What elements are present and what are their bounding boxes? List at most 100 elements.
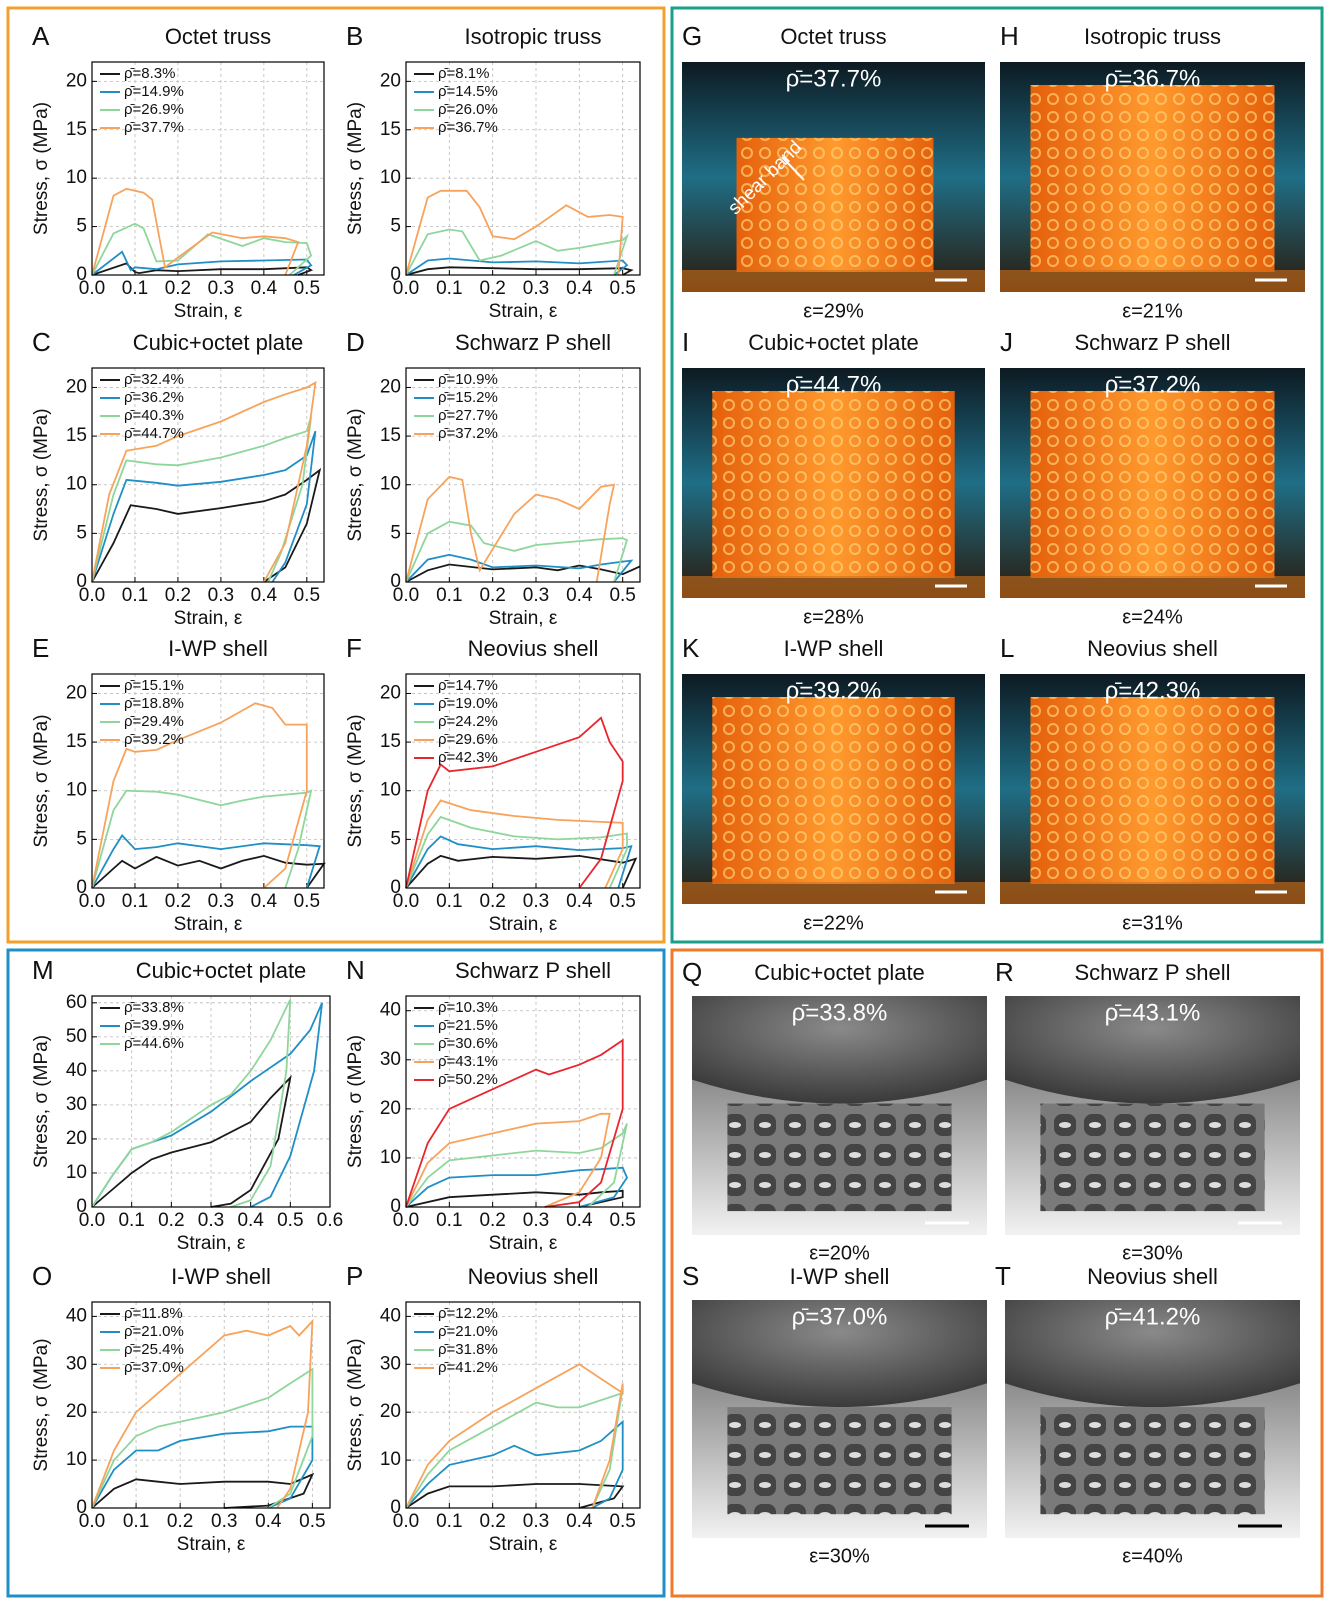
x-tick-label: 0.0 — [79, 1210, 105, 1231]
y-tick-label: 30 — [66, 1094, 87, 1115]
y-tick-label: 5 — [390, 828, 401, 849]
x-axis-label: Strain, ε — [489, 608, 558, 629]
x-tick-label: 0.1 — [436, 891, 462, 912]
y-tick-label: 40 — [66, 1305, 87, 1326]
x-tick-label: 0.5 — [299, 1511, 325, 1532]
legend-label: ρ̄=37.7% — [124, 119, 184, 136]
x-tick-label: 0.3 — [211, 1511, 237, 1532]
x-tick-label: 0.4 — [237, 1210, 264, 1231]
image-title: I-WP shell — [784, 636, 884, 661]
x-tick-label: 0.1 — [123, 1511, 149, 1532]
legend-label: ρ̄=36.7% — [438, 119, 498, 136]
x-axis-label: Strain, ε — [174, 301, 243, 322]
data-line — [92, 470, 320, 582]
x-tick-label: 0.0 — [393, 1210, 419, 1231]
y-tick-label: 5 — [390, 522, 401, 543]
x-tick-label: 0.3 — [208, 278, 234, 299]
x-tick-label: 0.0 — [393, 585, 419, 606]
legend-label: ρ̄=10.9% — [438, 371, 498, 388]
image-title: Schwarz P shell — [1074, 330, 1230, 355]
data-line — [92, 1427, 312, 1508]
panel-letter: R — [995, 957, 1014, 987]
x-tick-label: 0.4 — [566, 278, 593, 299]
y-tick-label: 30 — [380, 1049, 401, 1070]
chart-title: Isotropic truss — [465, 24, 602, 49]
panel-letter: L — [1000, 633, 1014, 663]
legend-label: ρ̄=15.1% — [124, 677, 184, 694]
legend-label: ρ̄=50.2% — [438, 1071, 498, 1088]
panel-letter: N — [346, 955, 365, 985]
image-title: Octet truss — [780, 24, 886, 49]
image-title: I-WP shell — [790, 1264, 890, 1289]
legend-label: ρ̄=36.2% — [124, 389, 184, 406]
x-tick-label: 0.1 — [122, 278, 148, 299]
panel-letter: J — [1000, 327, 1013, 357]
panel-letter: F — [346, 633, 362, 663]
x-tick-label: 0.4 — [251, 891, 278, 912]
x-axis-label: Strain, ε — [177, 1534, 246, 1555]
lattice-pattern — [1031, 391, 1275, 578]
x-tick-label: 0.1 — [436, 585, 462, 606]
chart-title: Cubic+octet plate — [136, 958, 307, 983]
y-tick-label: 15 — [66, 425, 87, 446]
y-tick-label: 50 — [66, 1026, 87, 1047]
strain-label: ε=40% — [1122, 1545, 1183, 1567]
y-axis-label: Stress, σ (MPa) — [31, 408, 52, 541]
y-tick-label: 10 — [380, 1147, 401, 1168]
legend-label: ρ̄=41.2% — [438, 1359, 498, 1376]
panel-letter: K — [682, 633, 700, 663]
y-tick-label: 20 — [380, 376, 401, 397]
y-tick-label: 15 — [380, 119, 401, 140]
x-tick-label: 0.2 — [165, 278, 191, 299]
y-tick-label: 40 — [380, 1305, 401, 1326]
lattice-sample — [1040, 1407, 1264, 1514]
y-tick-label: 10 — [66, 1449, 87, 1470]
legend-label: ρ̄=37.2% — [438, 425, 498, 442]
lattice-sample — [1040, 1104, 1264, 1212]
y-tick-label: 10 — [380, 1449, 401, 1470]
lattice-sample — [727, 1407, 951, 1514]
x-axis-label: Strain, ε — [177, 1233, 246, 1254]
x-tick-label: 0.5 — [294, 585, 320, 606]
y-tick-label: 10 — [380, 474, 401, 495]
density-label: ρ̄=33.8% — [792, 999, 888, 1026]
x-tick-label: 0.2 — [158, 1210, 184, 1231]
data-line — [92, 1078, 290, 1207]
image-title: Cubic+octet plate — [754, 960, 925, 985]
data-line — [406, 1124, 627, 1207]
x-tick-label: 0.3 — [523, 1511, 549, 1532]
x-tick-label: 0.2 — [165, 891, 191, 912]
legend-label: ρ̄=42.3% — [438, 749, 498, 766]
legend-label: ρ̄=15.2% — [438, 389, 498, 406]
density-label: ρ̄=42.3% — [1105, 677, 1201, 704]
data-line — [406, 267, 631, 275]
image-title: Isotropic truss — [1084, 24, 1221, 49]
legend-label: ρ̄=29.6% — [438, 731, 498, 748]
y-axis-label: Stress, σ (MPa) — [345, 1035, 366, 1168]
x-tick-label: 0.4 — [251, 585, 278, 606]
y-axis-label: Stress, σ (MPa) — [31, 1035, 52, 1168]
y-axis-label: Stress, σ (MPa) — [31, 714, 52, 847]
data-line — [92, 856, 324, 888]
image-title: Schwarz P shell — [1074, 960, 1230, 985]
x-tick-label: 0.4 — [566, 891, 593, 912]
y-tick-label: 20 — [66, 376, 87, 397]
x-tick-label: 0.4 — [566, 1511, 593, 1532]
y-tick-label: 5 — [76, 522, 87, 543]
x-tick-label: 0.2 — [165, 585, 191, 606]
x-tick-label: 0.0 — [393, 278, 419, 299]
density-label: ρ̄=37.2% — [1105, 371, 1201, 398]
data-line — [92, 1369, 312, 1508]
x-tick-label: 0.0 — [393, 891, 419, 912]
lattice-pattern — [737, 138, 934, 272]
legend-label: ρ̄=44.7% — [124, 425, 184, 442]
panel-letter: M — [32, 955, 54, 985]
legend-label: ρ̄=8.1% — [438, 65, 489, 82]
legend-label: ρ̄=14.7% — [438, 677, 498, 694]
x-tick-label: 0.2 — [479, 1511, 505, 1532]
y-tick-label: 10 — [66, 1162, 87, 1183]
y-axis-label: Stress, σ (MPa) — [345, 714, 366, 847]
x-tick-label: 0.3 — [523, 1210, 549, 1231]
panel-frame — [8, 8, 664, 942]
y-tick-label: 20 — [380, 682, 401, 703]
